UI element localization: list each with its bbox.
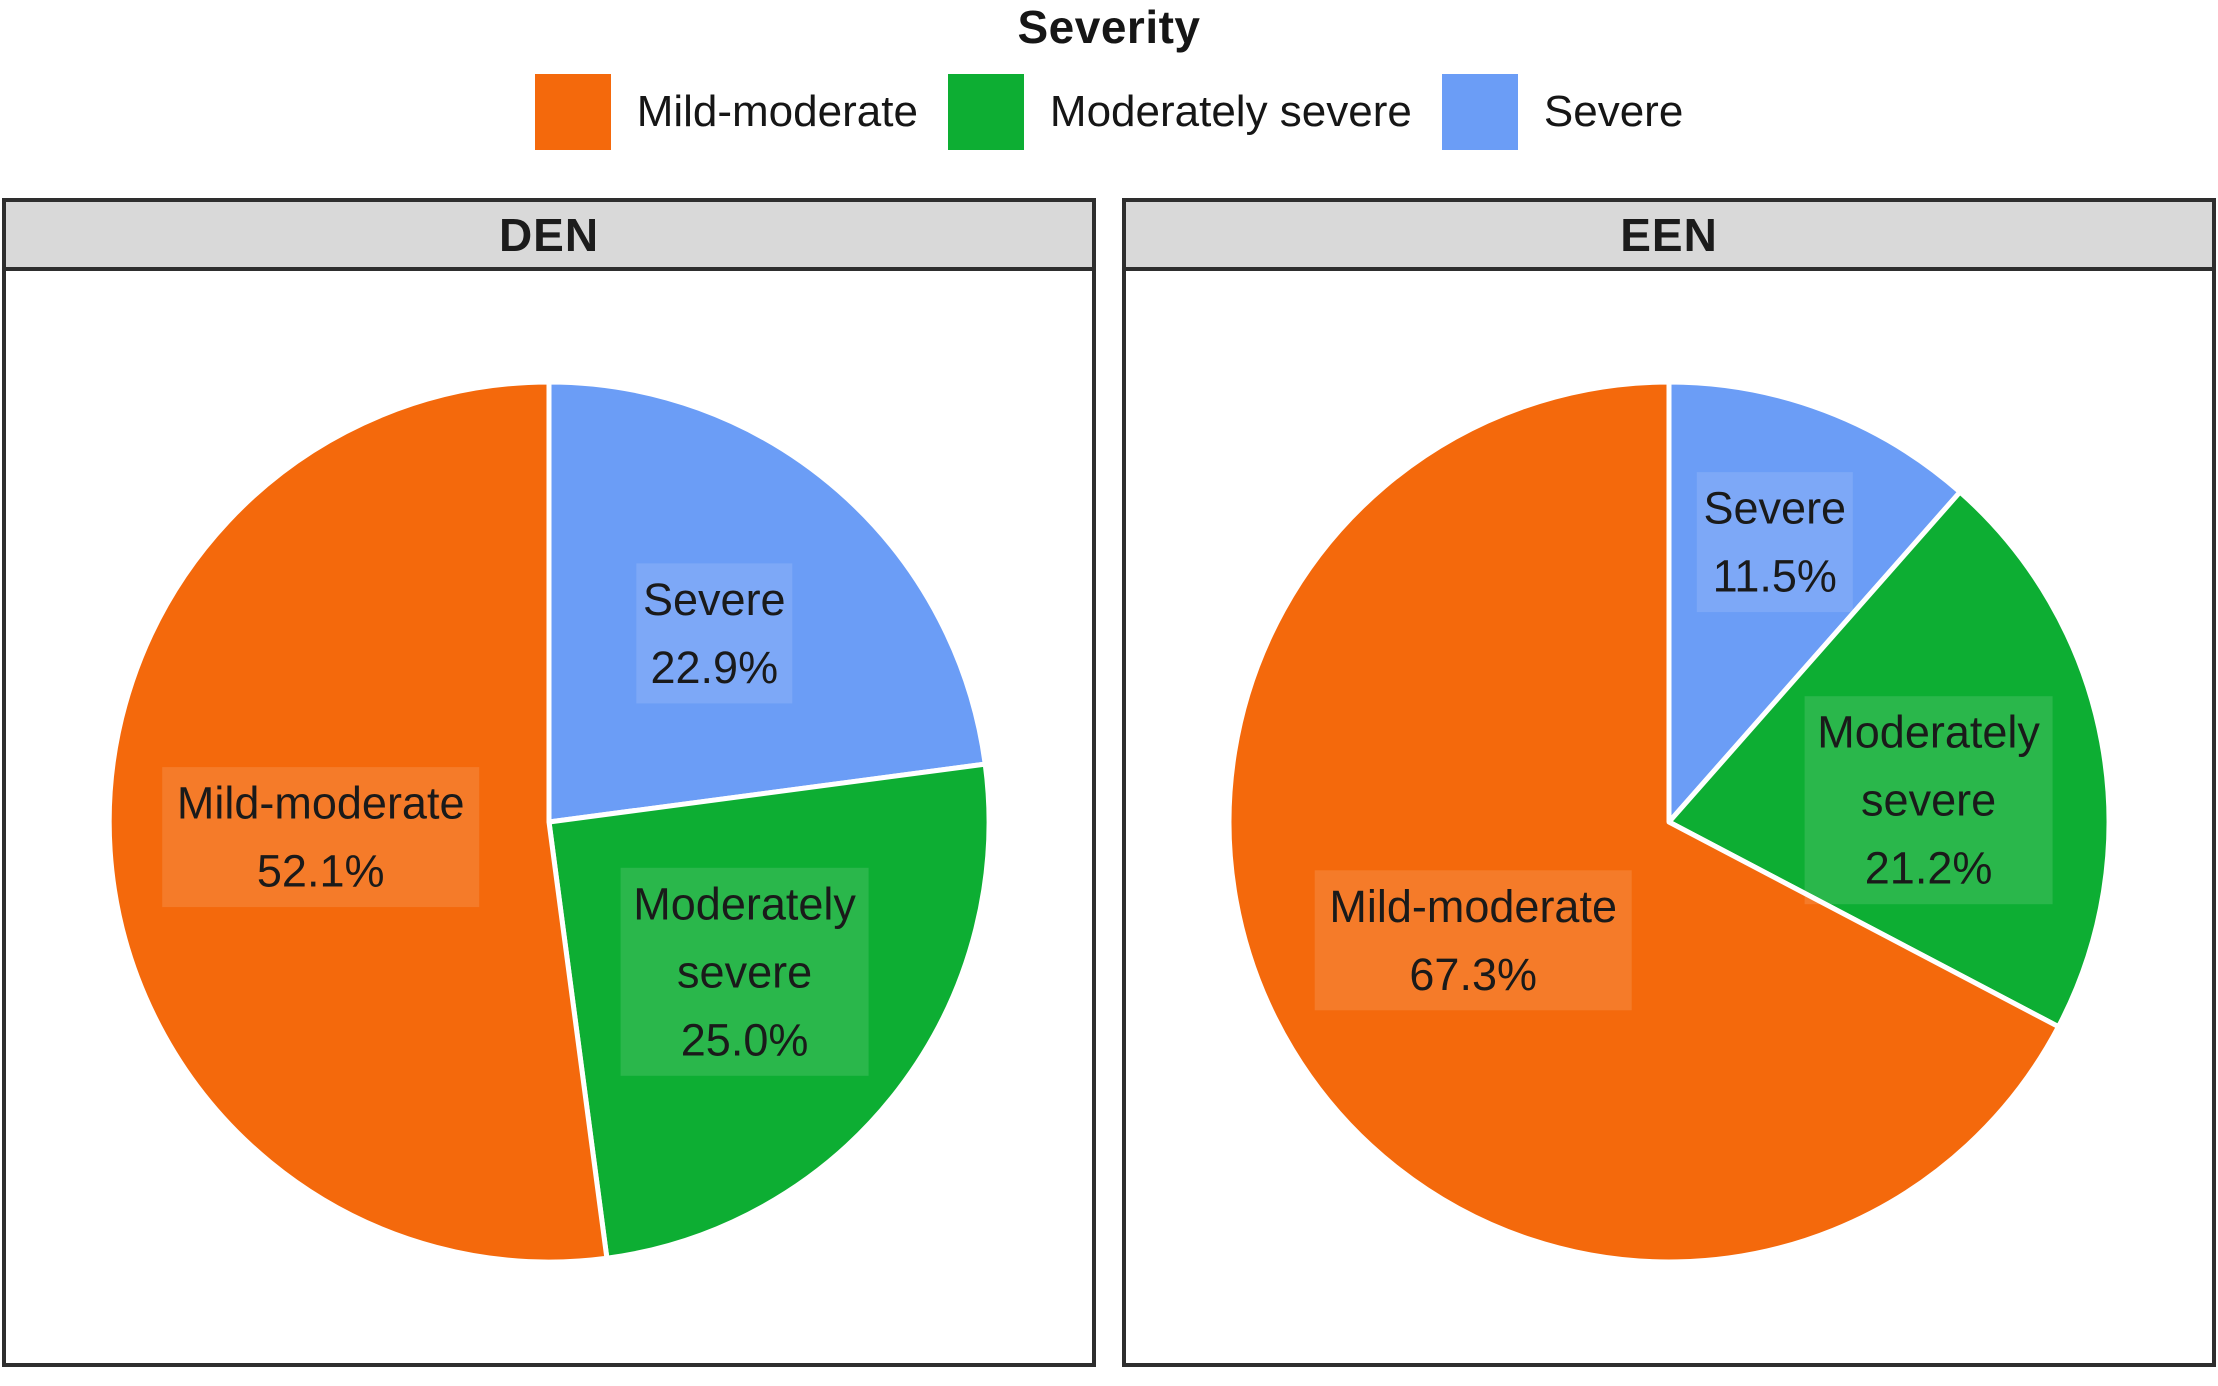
legend-item-moderately-severe: Moderately severe <box>947 74 1412 150</box>
pie-label-line: Moderately <box>633 878 856 929</box>
pie-label-line: 25.0% <box>681 1014 809 1065</box>
legend-swatch-moderately-severe <box>947 74 1024 150</box>
legend-label-mild-moderate: Mild-moderate <box>636 87 918 136</box>
pie-label-line: 22.9% <box>650 642 778 693</box>
pie-label-een-mild-moderate: Mild-moderate 67.3% <box>1314 870 1632 1011</box>
pie-label-background <box>620 867 869 1076</box>
facet-plot-area-den: Severe 22.9% Moderately severe 25.0% Mild-mod… <box>2 271 1096 1367</box>
facet-panel-den: DEN Severe 22.9% Moderately severe 25.0% Mild-… <box>2 198 1096 1367</box>
legend-item-severe: Severe <box>1441 74 1684 150</box>
pie-label-background <box>1696 472 1853 613</box>
pie-label-line: severe <box>1861 775 1996 826</box>
facet-title-een: EEN <box>1122 198 2216 271</box>
pie-label-line: Moderately <box>1817 707 2040 758</box>
pie-slice-den-moderately-severe <box>546 761 992 1261</box>
pie-slice-een-severe <box>1666 379 1963 825</box>
pie-label-line: 67.3% <box>1409 949 1537 1000</box>
facet-title-den: DEN <box>2 198 1096 271</box>
legend-title: Severity <box>1017 1 1201 53</box>
pie-label-background <box>636 563 793 704</box>
pie-chart-den: Severe 22.9% Moderately severe 25.0% Mild-mod… <box>106 379 992 1265</box>
pie-label-een-severe: Severe 11.5% <box>1696 472 1853 613</box>
pie-label-line: severe <box>677 946 812 997</box>
pie-label-background <box>1804 696 2053 905</box>
pie-label-line: Mild-moderate <box>177 778 465 829</box>
legend-label-severe: Severe <box>1543 87 1684 136</box>
facet-plot-area-een: Severe 11.5% Moderately severe 21.2% Mild-mod… <box>1122 271 2216 1367</box>
pie-label-een-moderately-severe: Moderately severe 21.2% <box>1804 696 2053 905</box>
pie-label-den-severe: Severe 22.9% <box>636 563 793 704</box>
pie-label-line: Severe <box>643 574 786 625</box>
facet-panels: DEN Severe 22.9% Moderately severe 25.0% Mild-… <box>2 198 2216 1367</box>
pie-label-line: Severe <box>1704 483 1847 534</box>
legend-swatch-mild-moderate <box>534 74 611 150</box>
pie-slice-den-severe <box>546 379 988 825</box>
pie-label-background <box>162 767 480 908</box>
pie-slice-den-mild-moderate <box>106 379 610 1265</box>
legend: Severity Mild-moderate Moderately severe S… <box>2 2 2216 150</box>
legend-label-moderately-severe: Moderately severe <box>1049 87 1412 136</box>
pie-label-line: 21.2% <box>1865 843 1993 894</box>
pie-chart-een: Severe 11.5% Moderately severe 21.2% Mild-mod… <box>1226 379 2112 1265</box>
pie-label-den-moderately-severe: Moderately severe 25.0% <box>620 867 869 1076</box>
pie-slice-een-mild-moderate <box>1226 379 2061 1265</box>
pie-label-den-mild-moderate: Mild-moderate 52.1% <box>162 767 480 908</box>
pie-label-background <box>1314 870 1632 1011</box>
pie-label-line: 52.1% <box>257 846 385 897</box>
facet-panel-een: EEN Severe 11.5% Moderately severe 21.2% Mild-… <box>1122 198 2216 1367</box>
pie-slice-een-moderately-severe <box>1666 489 2112 1030</box>
legend-swatch-severe <box>1441 74 1518 150</box>
pie-label-line: 11.5% <box>1713 551 1837 602</box>
legend-row: Mild-moderate Moderately severe Severe <box>2 74 2216 150</box>
legend-item-mild-moderate: Mild-moderate <box>534 74 918 150</box>
pie-label-line: Mild-moderate <box>1329 881 1617 932</box>
